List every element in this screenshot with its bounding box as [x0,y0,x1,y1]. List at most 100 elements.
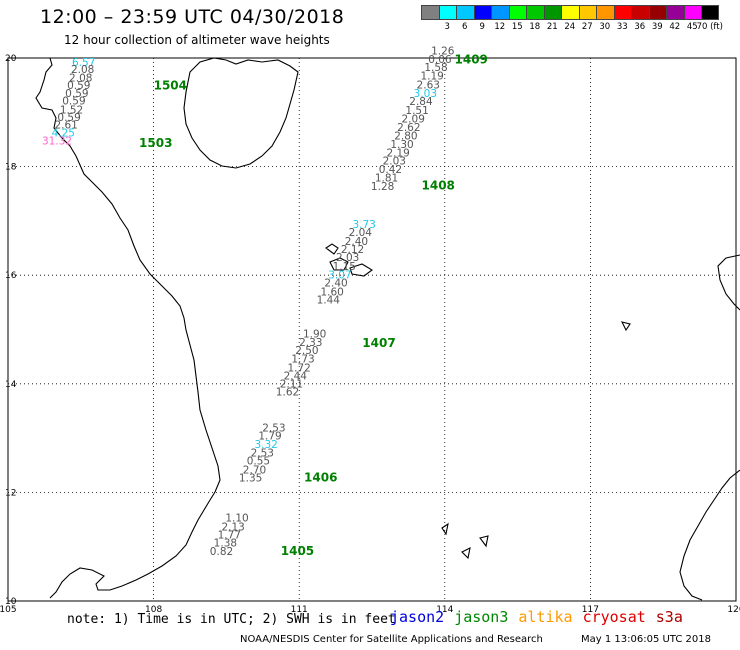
wave-height-value: 2.03 [336,252,359,264]
legend-swatch [526,5,544,20]
generated-timestamp: May 1 13:06:05 UTC 2018 [581,634,711,645]
wave-height-value: 1.77 [218,530,241,542]
wave-height-value: 0.82 [210,546,233,558]
wave-height-value: 1.72 [287,362,310,374]
legend-swatch [543,5,561,20]
lon-tick-label: 108 [145,605,162,615]
lat-tick-label: 18 [5,163,17,173]
page-subtitle: 12 hour collection of altimeter wave hei… [64,33,330,47]
lat-tick-label: 10 [5,597,17,607]
legend-swatch [631,5,649,20]
track-segment: 2.531.793.322.530.552.701.35 [239,423,286,485]
wave-height-value: 0.59 [57,112,80,124]
wave-height-value: 2.61 [54,120,77,132]
satellite-legend: jason2 jason3 altika cryosat s3a [390,608,693,626]
wave-height-value: 2.09 [402,114,425,126]
legend-entry: 18 [526,5,544,32]
lat-tick-label: 16 [5,271,17,281]
legend-label: 3 [444,22,450,32]
track-segment: 1.260.061.581.192.633.032.841.512.092.62… [371,46,455,193]
legend-label: 21 [546,22,558,32]
pass-number-label: 1406 [304,471,337,485]
wave-height-value: 0.06 [428,54,452,66]
legend-entry: 42 [666,5,684,32]
wave-height-value: 2.50 [295,345,318,357]
legend-swatch [421,5,439,20]
wave-height-value: 2.40 [324,278,347,290]
pass-number-label: 1504 [154,78,187,92]
wave-height-value: 2.70 [243,464,266,476]
legend-entry: 15 [508,5,526,32]
lat-tick-label: 12 [5,488,16,498]
lon-tick-label: 120 [727,605,740,615]
satellite-label: cryosat [582,608,646,626]
legend-label: 18 [529,22,541,32]
wave-height-value: 4.25 [52,128,75,140]
wave-height-value: 2.12 [341,244,364,256]
legend-swatch [491,5,509,20]
lon-tick-label: 117 [582,605,599,615]
legend-label: 15 [511,22,523,32]
lon-tick-label: 105 [0,605,17,615]
legend-label: 42 [669,22,681,32]
wave-height-value: 1.15 [333,261,356,273]
track-segment: 6.572.082.080.590.590.591.520.592.614.25… [42,57,95,147]
legend-entry: 70 (ft) [697,5,723,32]
wave-height-value: 1.51 [405,105,428,117]
wave-height-value: 1.62 [276,387,299,399]
wave-height-value: 0.59 [65,88,88,100]
lon-tick-label: 114 [436,605,453,615]
lat-lon-grid [7,57,737,602]
wave-height-value: 2.84 [409,96,433,108]
wave-height-value: 1.58 [424,62,447,74]
wave-height-value: 31.32 [42,135,72,147]
satellite-label: jason2 [390,608,445,626]
wave-height-value: 2.19 [386,147,409,159]
pass-labels: 1504 1503 1409 1408 1407 1406 1405 [139,52,488,557]
legend-label: 39 [651,22,663,32]
page-title: 12:00 – 23:59 UTC 04/30/2018 [40,6,345,28]
wave-height-value: 2.08 [69,72,92,84]
wave-height-value: 1.26 [431,46,455,58]
legend-swatch [438,5,456,20]
legend-swatch [456,5,474,20]
wave-height-value: 2.13 [221,521,244,533]
wave-height-value: 2.40 [345,236,368,248]
wave-height-value: 1.44 [317,294,341,306]
pass-number-label: 1408 [422,178,455,192]
legend-swatch [683,5,701,20]
lat-tick-label: 20 [5,54,17,64]
wave-height-value: 3.03 [414,88,437,100]
palawan-coastline [679,469,740,601]
legend-entry: 27 [578,5,596,32]
legend-entry: 12 [491,5,509,32]
wave-height-value: 0.59 [62,96,85,108]
wave-height-value: 1.81 [375,172,398,184]
wave-height-value: 3.32 [254,439,277,451]
legend-label: 70 (ft) [696,22,723,32]
wave-height-value: 2.62 [397,122,420,134]
satellite-label: s3a [655,608,683,626]
legend-swatch [701,5,719,20]
wave-height-value: 1.73 [291,354,314,366]
satellite-label: jason3 [454,608,509,626]
legend-label: 9 [479,22,485,32]
wave-height-value: 0.55 [247,456,270,468]
legend-entry: 6 [456,5,474,32]
wave-height-value: 1.90 [303,329,326,341]
legend-swatch [666,5,684,20]
wave-height-value: 2.33 [299,337,322,349]
wave-height-value: 2.63 [417,79,440,91]
legend-label: 36 [634,22,646,32]
lon-tick-label: 111 [291,605,308,615]
legend-swatch [561,5,579,20]
credit-line: NOAA/NESDIS Center for Satellite Applica… [240,634,543,645]
coastlines [35,57,740,601]
wave-height-tracks: 6.572.082.080.590.590.591.520.592.614.25… [42,46,455,558]
legend-entry: 30 [596,5,614,32]
philippines-coastline [717,254,740,311]
wave-height-value: 1.28 [371,181,394,193]
pass-number-label: 1409 [455,52,488,66]
legend-entry: 3 [438,5,456,32]
pass-number-label: 1405 [281,544,314,558]
